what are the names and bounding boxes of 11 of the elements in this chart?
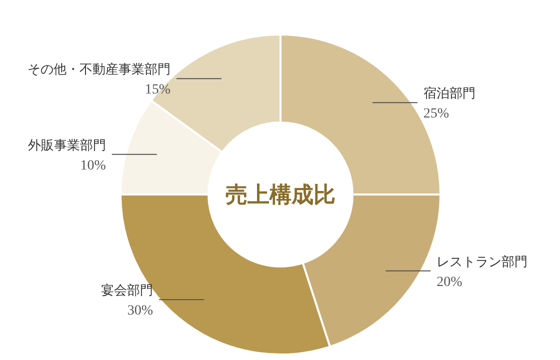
text: 売上構成比 (226, 182, 336, 207)
data-label: 10% (80, 158, 106, 174)
slice-label: その他・不動産事業部門 (27, 62, 170, 77)
data-label: 25% (423, 106, 450, 122)
slice-label: レストラン部門 (436, 254, 528, 269)
slice-label: 宴会部門 (101, 282, 154, 298)
data-label: 30% (127, 304, 154, 319)
data-label: 15% (144, 82, 171, 98)
slice-label: 外販事業部門 (28, 137, 106, 152)
data-label: 20% (436, 274, 463, 290)
slice-label: 宿泊部門 (423, 86, 476, 101)
